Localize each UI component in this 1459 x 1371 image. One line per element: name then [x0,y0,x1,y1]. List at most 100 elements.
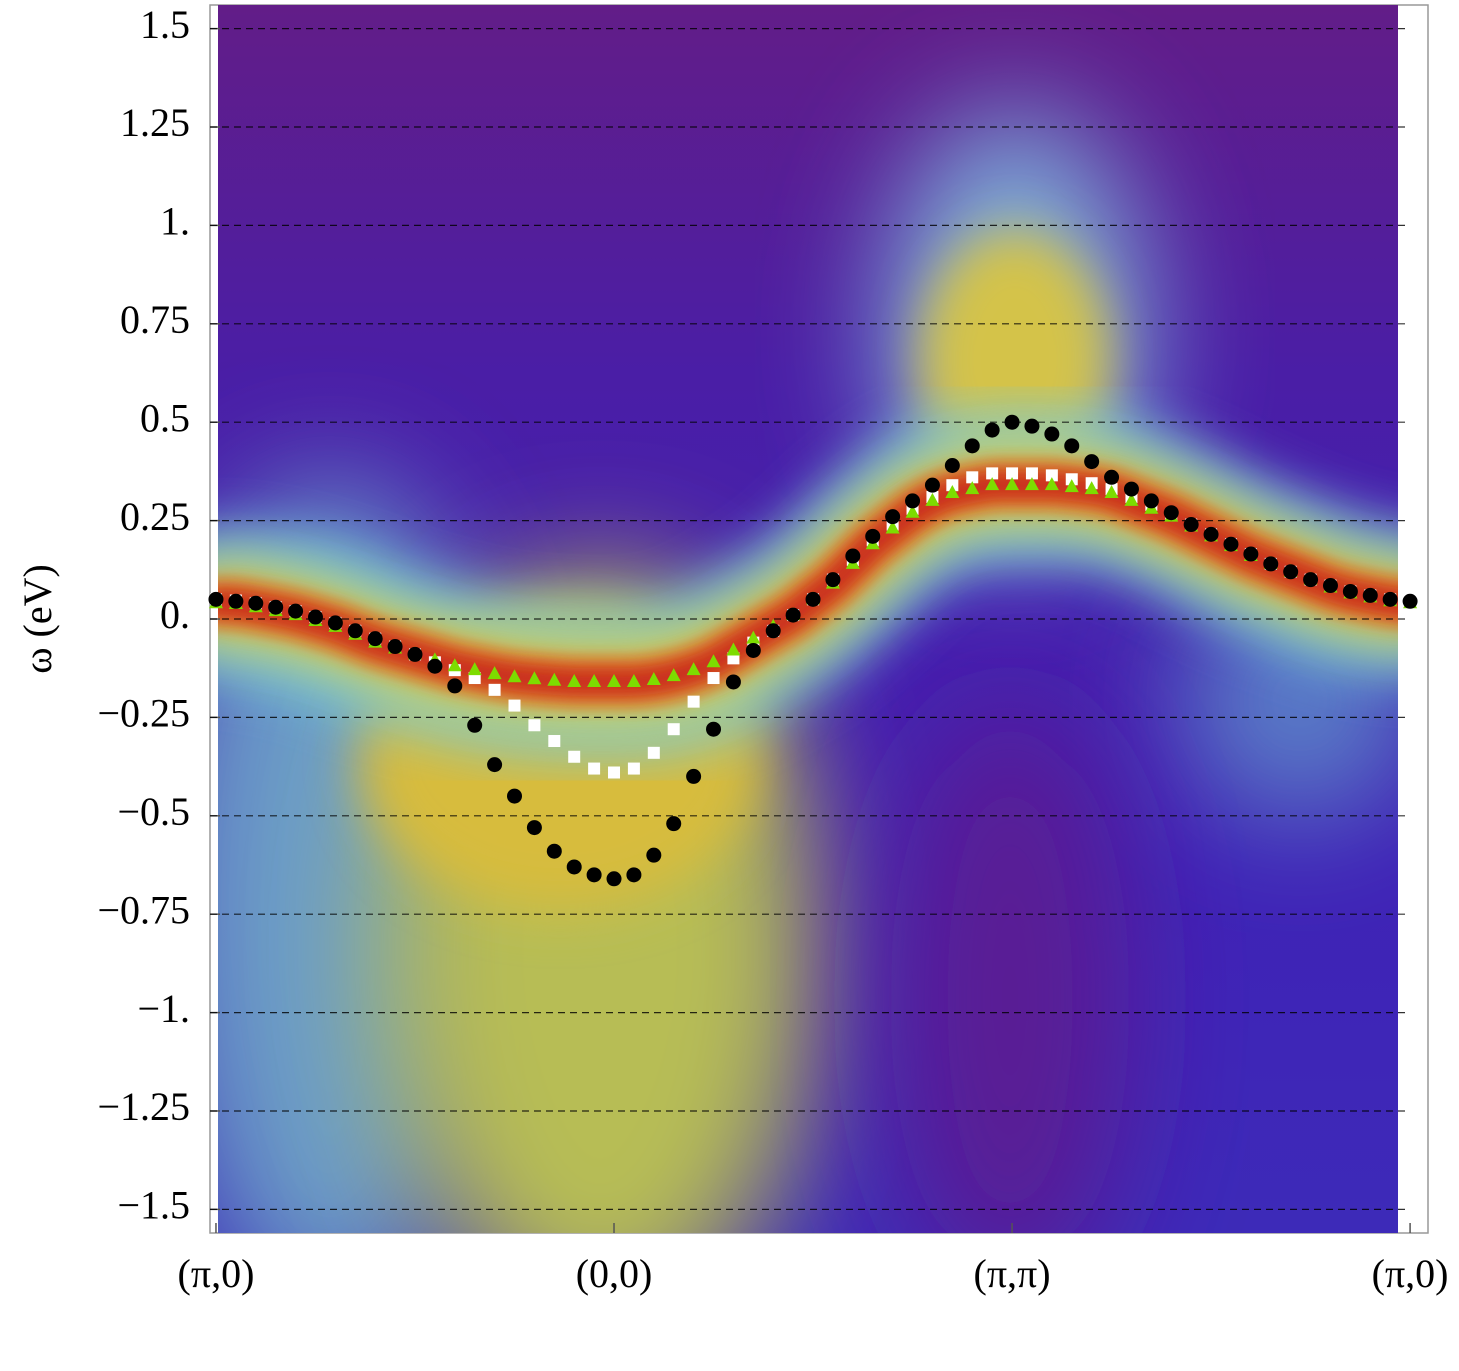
y-tick-label: −1.25 [97,1084,190,1129]
data-point [626,673,641,687]
data-point [1005,477,1020,491]
data-point [646,672,661,686]
data-point [687,695,700,708]
data-point [805,591,821,607]
y-tick-label: 1. [160,199,190,244]
data-point [686,662,701,676]
data-point [547,672,562,686]
y-tick-label: −1.5 [117,1183,190,1228]
data-point [467,717,483,733]
data-point [706,654,721,668]
data-point [387,639,403,655]
data-point [248,595,264,611]
data-point [1104,469,1120,485]
data-point [548,735,561,748]
data-point [985,477,1000,491]
data-point [1402,593,1418,609]
data-point [488,683,501,696]
data-point [726,642,741,656]
data-point [467,662,482,676]
data-point [646,847,662,863]
data-point [527,671,542,685]
data-point [588,762,601,775]
data-point [1084,481,1099,495]
data-point [667,723,680,736]
map-glow [890,700,1130,1233]
data-point [1024,477,1039,491]
data-point [546,843,562,859]
data-point [1004,414,1020,430]
data-point [1263,556,1279,572]
data-point [686,768,702,784]
data-point [885,509,901,525]
data-point [965,481,980,495]
data-point [1243,546,1259,562]
data-point [1183,517,1199,533]
data-point [1322,578,1338,594]
data-point [487,666,502,680]
data-point [228,593,244,609]
y-tick-label: 1.25 [120,100,190,145]
data-point [746,630,761,644]
data-point [487,757,503,773]
data-point [944,458,960,473]
data-point [526,820,542,836]
data-point [566,859,582,875]
data-point [1045,469,1058,482]
y-tick-label: 0. [160,592,190,637]
data-point [1143,493,1159,509]
data-point [785,607,801,623]
data-point [905,504,920,518]
data-point [925,492,940,506]
data-point [347,623,363,639]
data-point [1006,467,1019,480]
data-point [1382,591,1398,607]
y-tick-label: 1.5 [140,2,190,47]
data-point [508,699,521,712]
data-point [945,485,960,499]
y-tick-label: 0.75 [120,297,190,342]
data-point [666,668,681,682]
data-point [1223,536,1239,552]
data-point [647,746,660,759]
data-point [447,658,462,672]
data-point [984,422,1000,438]
data-point [507,788,522,804]
data-point [1163,505,1179,521]
data-point [845,548,861,564]
data-point [885,520,900,534]
data-point [567,673,582,687]
data-point [447,678,463,694]
data-point [865,528,881,544]
data-point [208,591,224,607]
data-point [1064,438,1080,454]
data-point [626,867,642,883]
data-point [1064,479,1079,493]
data-point [964,438,980,454]
marker-group [208,414,1418,887]
x-tick-label: (π,π) [974,1251,1051,1296]
data-point [707,672,720,685]
data-point [706,721,722,737]
y-tick-label: −0.5 [117,789,190,834]
data-point [307,609,323,625]
data-point [1283,564,1299,580]
data-point [666,816,682,832]
data-point [1024,418,1040,434]
grid-group [210,27,1411,1233]
data-point [1362,587,1378,603]
y-tick-label: −0.25 [97,691,190,736]
data-point [587,673,602,687]
data-point [1104,485,1119,499]
data-point [966,471,979,484]
data-point [1124,492,1139,506]
y-tick-label: −0.75 [97,887,190,932]
y-tick-label: 0.25 [120,494,190,539]
data-point [367,631,383,647]
data-point [1203,526,1219,542]
data-point [924,477,940,493]
data-point [407,646,423,662]
y-tick-label: −1. [137,986,190,1031]
data-point [1303,572,1319,588]
